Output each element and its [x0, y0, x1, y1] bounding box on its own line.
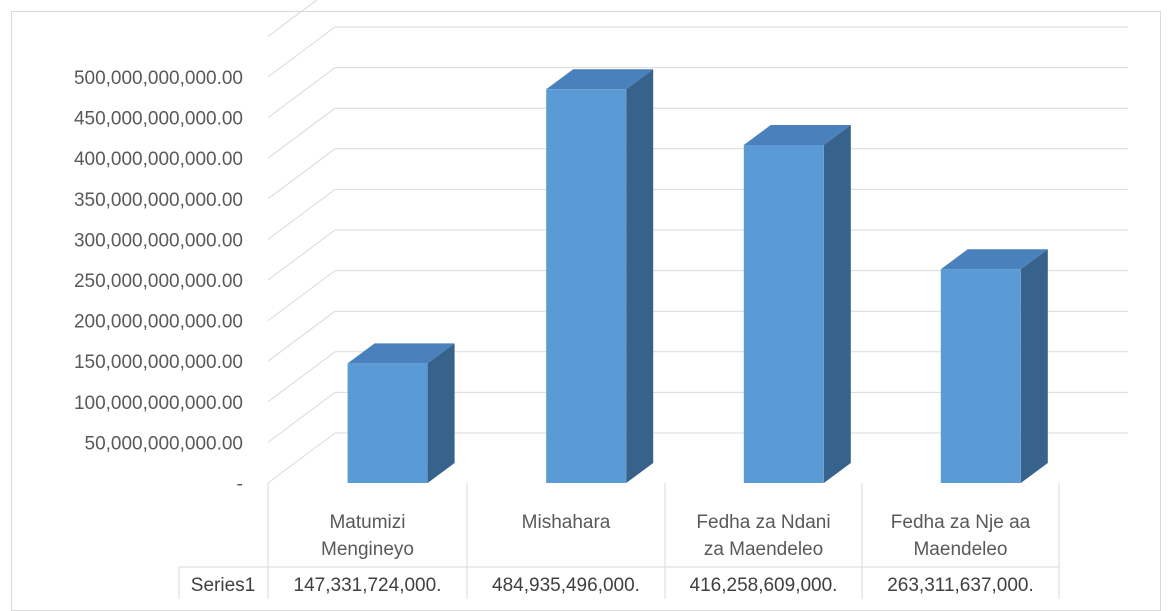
bar-front [347, 363, 428, 483]
bar [743, 124, 851, 483]
bars [347, 69, 1048, 484]
y-tick-label: 100,000,000,000.00 [74, 393, 243, 414]
y-tick-label: 50,000,000,000.00 [85, 433, 244, 454]
gridline-diagonal [267, 107, 336, 159]
gridline-diagonal [267, 432, 336, 484]
category-label: Matumizi [329, 512, 405, 533]
y-tick-label: 400,000,000,000.00 [74, 149, 243, 170]
gridline-diagonal [267, 148, 336, 200]
bar-top [546, 69, 654, 90]
data-table-value: 263,311,637,000. [887, 575, 1034, 596]
bar-side [1020, 249, 1048, 483]
y-tick-label: 350,000,000,000.00 [74, 190, 243, 211]
y-tick-label: - [237, 474, 243, 495]
data-table-value: 484,935,496,000. [492, 575, 640, 596]
gridline-diagonal [267, 351, 336, 403]
bar-side [823, 124, 851, 483]
y-tick-label: 450,000,000,000.00 [74, 109, 243, 130]
data-table-value: 147,331,724,000. [294, 575, 442, 596]
bar-top [940, 249, 1048, 270]
y-tick-label: 250,000,000,000.00 [74, 271, 243, 292]
bar-side [427, 343, 455, 483]
category-label: Maendeleo [913, 539, 1007, 560]
bar-side [626, 69, 654, 484]
gridline-diagonal [267, 188, 336, 240]
gridline-diagonal [267, 391, 336, 443]
series-name: Series1 [191, 575, 255, 596]
category-label: Fedha za Nje aa [891, 512, 1031, 533]
bar-top [347, 343, 455, 364]
bar-front [743, 144, 824, 483]
gridline-diagonal [267, 67, 336, 119]
bar-top [743, 124, 851, 145]
bar [347, 343, 455, 483]
y-tick-label: 150,000,000,000.00 [74, 352, 243, 373]
category-label: za Maendeleo [704, 539, 823, 560]
gridline-diagonal [267, 26, 336, 78]
bar-front [546, 89, 627, 484]
y-axis-ticks: - 50,000,000,000.00 100,000,000,000.00 150,… [74, 68, 243, 495]
gridline-diagonal [267, 310, 336, 362]
data-table: Matumizi Mengineyo Mishahara Fedha za Ndani… [178, 483, 1060, 599]
category-label: Fedha za Ndani [696, 512, 830, 533]
bar-front [940, 269, 1021, 483]
bar [546, 69, 654, 484]
category-label: Mishahara [522, 512, 611, 533]
gridline-diagonal [267, 270, 336, 322]
category-label: Mengineyo [321, 539, 414, 560]
gridline-diagonal [267, 0, 318, 37]
gridline-diagonal [267, 229, 336, 281]
y-tick-label: 200,000,000,000.00 [74, 312, 243, 333]
y-tick-label: 500,000,000,000.00 [74, 68, 243, 89]
y-tick-label: 300,000,000,000.00 [74, 230, 243, 251]
bar [940, 249, 1048, 483]
data-table-value: 416,258,609,000. [690, 575, 838, 596]
